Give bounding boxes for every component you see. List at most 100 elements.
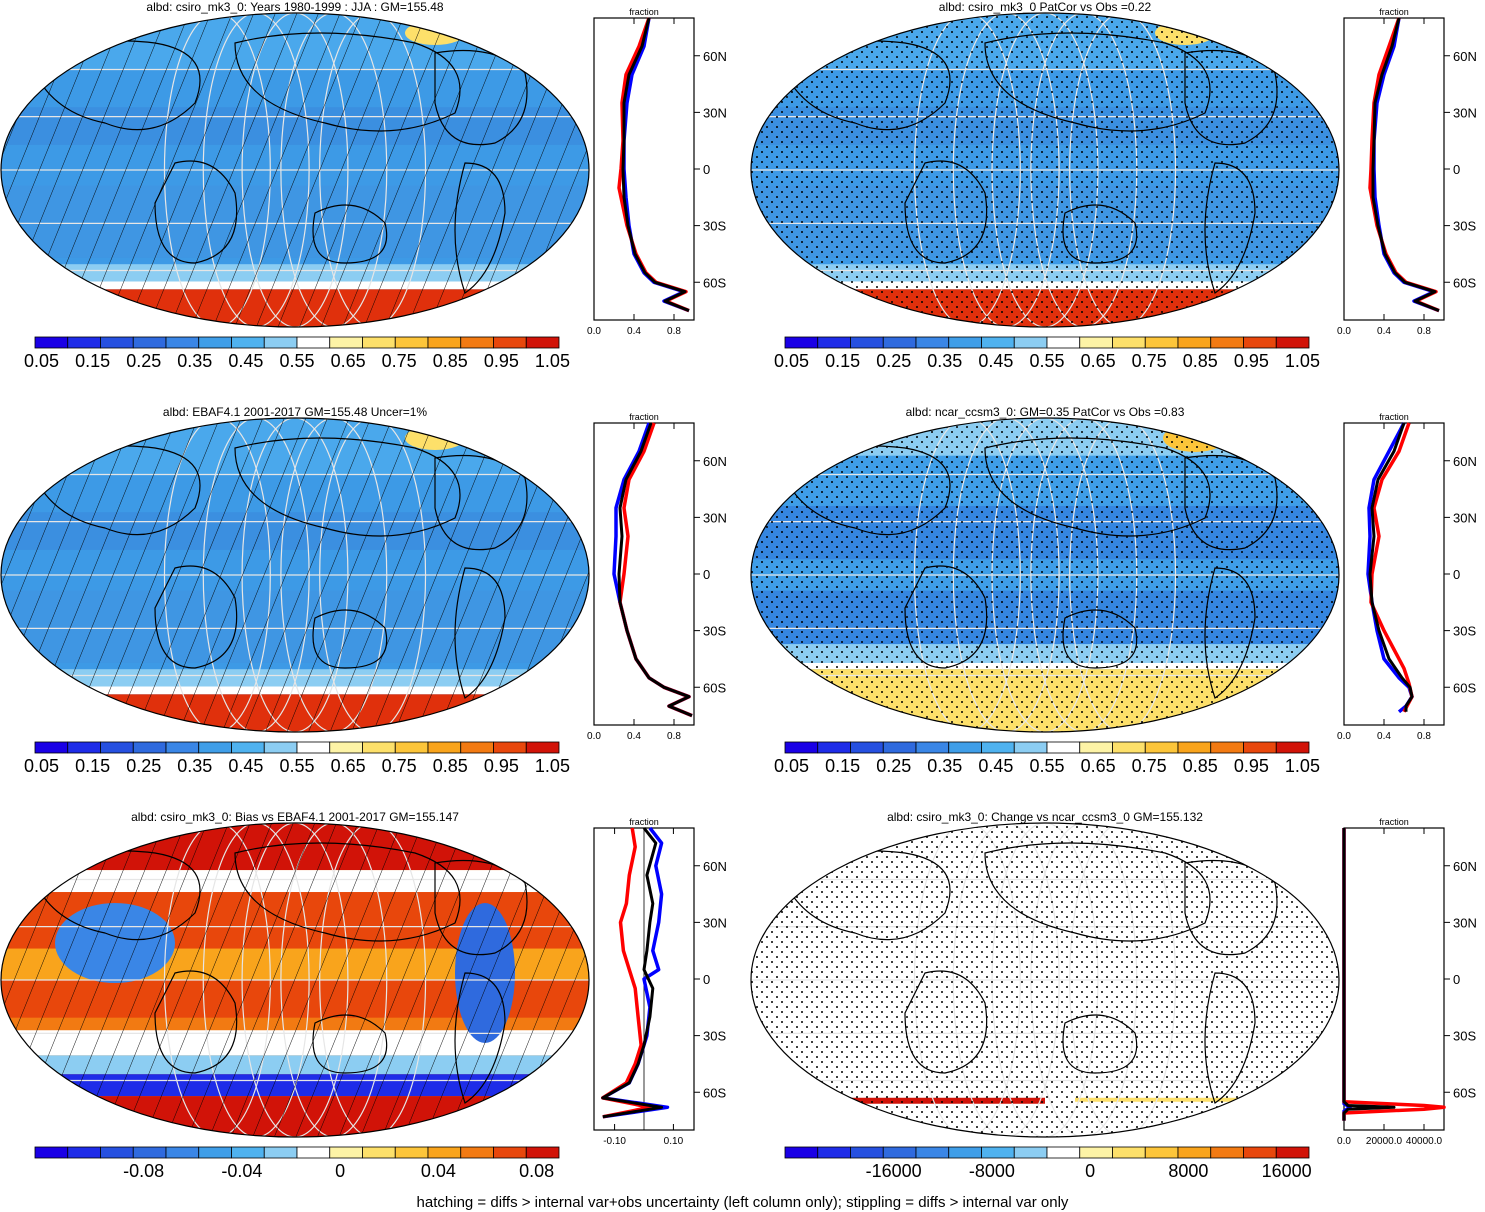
colorbar-label: 8000 (1168, 1161, 1208, 1181)
colorbar-cell (394, 741, 429, 754)
colorbar-cell (915, 1146, 950, 1159)
colorbar-cell (362, 741, 396, 754)
profile-title: fraction (629, 7, 659, 17)
colorbar-cell (1112, 336, 1146, 349)
profile-xtick-label: 20000.0 (1366, 1136, 1403, 1147)
colorbar-cell (165, 1146, 200, 1159)
profile-ytick-label: 30S (703, 219, 726, 234)
colorbar-cell (1112, 741, 1146, 754)
colorbar-cell (784, 741, 819, 754)
profile-series (621, 17, 690, 312)
profile-xtick-label: 0.4 (627, 326, 641, 337)
colorbar-label: 0.45 (978, 351, 1013, 371)
colorbar-cell (1144, 1146, 1179, 1159)
colorbar-cell (1177, 741, 1212, 754)
panel-1: albd: csiro_mk3_0: Years 1980-1999 : JJA… (0, 0, 727, 371)
colorbar-cell (1275, 336, 1310, 349)
profile-xtick-label: 0.0 (587, 731, 601, 742)
profile-xtick-label: 0.0 (1337, 731, 1351, 742)
panel-title: albd: csiro_mk3_0: Bias vs EBAF4.1 2001-… (131, 810, 459, 824)
colorbar-cell (100, 741, 134, 754)
colorbar-label: -0.04 (221, 1161, 262, 1181)
colorbar-label: 0.85 (1183, 351, 1218, 371)
colorbar-label: 0.65 (331, 351, 366, 371)
panel-6: albd: csiro_mk3_0: Change vs ncar_ccsm3_… (750, 810, 1477, 1181)
colorbar-label: 0.75 (1132, 351, 1167, 371)
profile-xtick-label: 0.0 (1337, 1136, 1351, 1147)
colorbar-cell (427, 741, 462, 754)
colorbar-cell (231, 741, 265, 754)
colorbar-label: 1.05 (1285, 351, 1320, 371)
colorbar-cell (362, 336, 396, 349)
colorbar-label: 0.75 (1132, 756, 1167, 776)
profile-series (601, 827, 664, 1119)
panel-2: albd: csiro_mk3_0 PatCor vs Obs =0.22 0.0… (750, 0, 1477, 371)
colorbar-cell (493, 336, 527, 349)
colorbar-cell (882, 336, 917, 349)
colorbar-cell (1079, 741, 1113, 754)
colorbar-cell (329, 336, 363, 349)
colorbar-label: 0.45 (228, 756, 263, 776)
colorbar-label: 0.55 (1029, 351, 1064, 371)
colorbar-cell (1243, 741, 1277, 754)
colorbar-cell (1046, 336, 1081, 349)
colorbar-label: 0.35 (927, 756, 962, 776)
colorbar-cell (882, 1146, 917, 1159)
colorbar-cell (1144, 741, 1179, 754)
colorbar-label: 0.55 (279, 756, 314, 776)
colorbar-label: 1.05 (535, 756, 570, 776)
profile-frame (593, 422, 695, 726)
colorbar-cell (460, 1146, 494, 1159)
colorbar-cell (1144, 336, 1179, 349)
colorbar-label: 0.05 (24, 756, 59, 776)
map-outline (0, 417, 590, 733)
profile-ytick-label: 60S (1453, 680, 1476, 695)
colorbar-label: 0.35 (927, 351, 962, 371)
profile-xtick-label: 40000.0 (1406, 1136, 1443, 1147)
colorbar-label: 0 (335, 1161, 345, 1181)
colorbar-label: 0.95 (484, 351, 519, 371)
profile-ytick-label: 60N (1453, 859, 1477, 874)
panel-3: albd: EBAF4.1 2001-2017 GM=155.48 Uncer=… (0, 405, 727, 776)
profile-title: fraction (629, 412, 659, 422)
colorbar-cell (100, 336, 134, 349)
colorbar-label: 0.15 (825, 351, 860, 371)
map-field (1, 418, 589, 732)
stippling-overlay (751, 13, 1339, 327)
colorbar-cell (817, 336, 851, 349)
profile-ytick-label: 60S (1453, 1085, 1476, 1100)
colorbar-label: 0.75 (382, 351, 417, 371)
colorbar-cell (850, 741, 884, 754)
colorbar-label: 0.65 (1081, 756, 1116, 776)
colorbar-label: 1.05 (535, 351, 570, 371)
colorbar-cell (981, 741, 1015, 754)
profile-ytick-label: 60S (703, 275, 726, 290)
profile-title: fraction (1379, 7, 1409, 17)
map-outline (0, 12, 590, 328)
profile-ytick-label: 30S (1453, 1029, 1476, 1044)
profile-title: fraction (1379, 817, 1409, 827)
map-outline (750, 417, 1340, 733)
profile-ytick-label: 60N (1453, 454, 1477, 469)
profile-xtick-label: 0.8 (667, 326, 681, 337)
colorbar-label: 0.25 (876, 351, 911, 371)
profile-ytick-label: 30N (703, 105, 727, 120)
profile-xtick-label: 0.4 (1377, 326, 1391, 337)
profile-ytick-label: 30N (703, 510, 727, 525)
colorbar-cell (1112, 1146, 1146, 1159)
profile-xtick-label: -0.10 (603, 1136, 626, 1147)
colorbar-cell (1046, 1146, 1081, 1159)
colorbar-cell (525, 1146, 560, 1159)
profile-xtick-label: 0.0 (1337, 326, 1351, 337)
colorbar-cell (493, 741, 527, 754)
profile-ytick-label: 60S (703, 680, 726, 695)
colorbar-cell (1243, 1146, 1277, 1159)
map-outline (750, 822, 1340, 1138)
profile-ytick-label: 0 (1453, 162, 1460, 177)
map-field (751, 13, 1339, 327)
colorbar-cell (525, 741, 560, 754)
profile-ytick-label: 0 (1453, 567, 1460, 582)
colorbar-cell (948, 741, 982, 754)
colorbar-label: 0.65 (1081, 351, 1116, 371)
profile-ytick-label: 0 (703, 972, 710, 987)
